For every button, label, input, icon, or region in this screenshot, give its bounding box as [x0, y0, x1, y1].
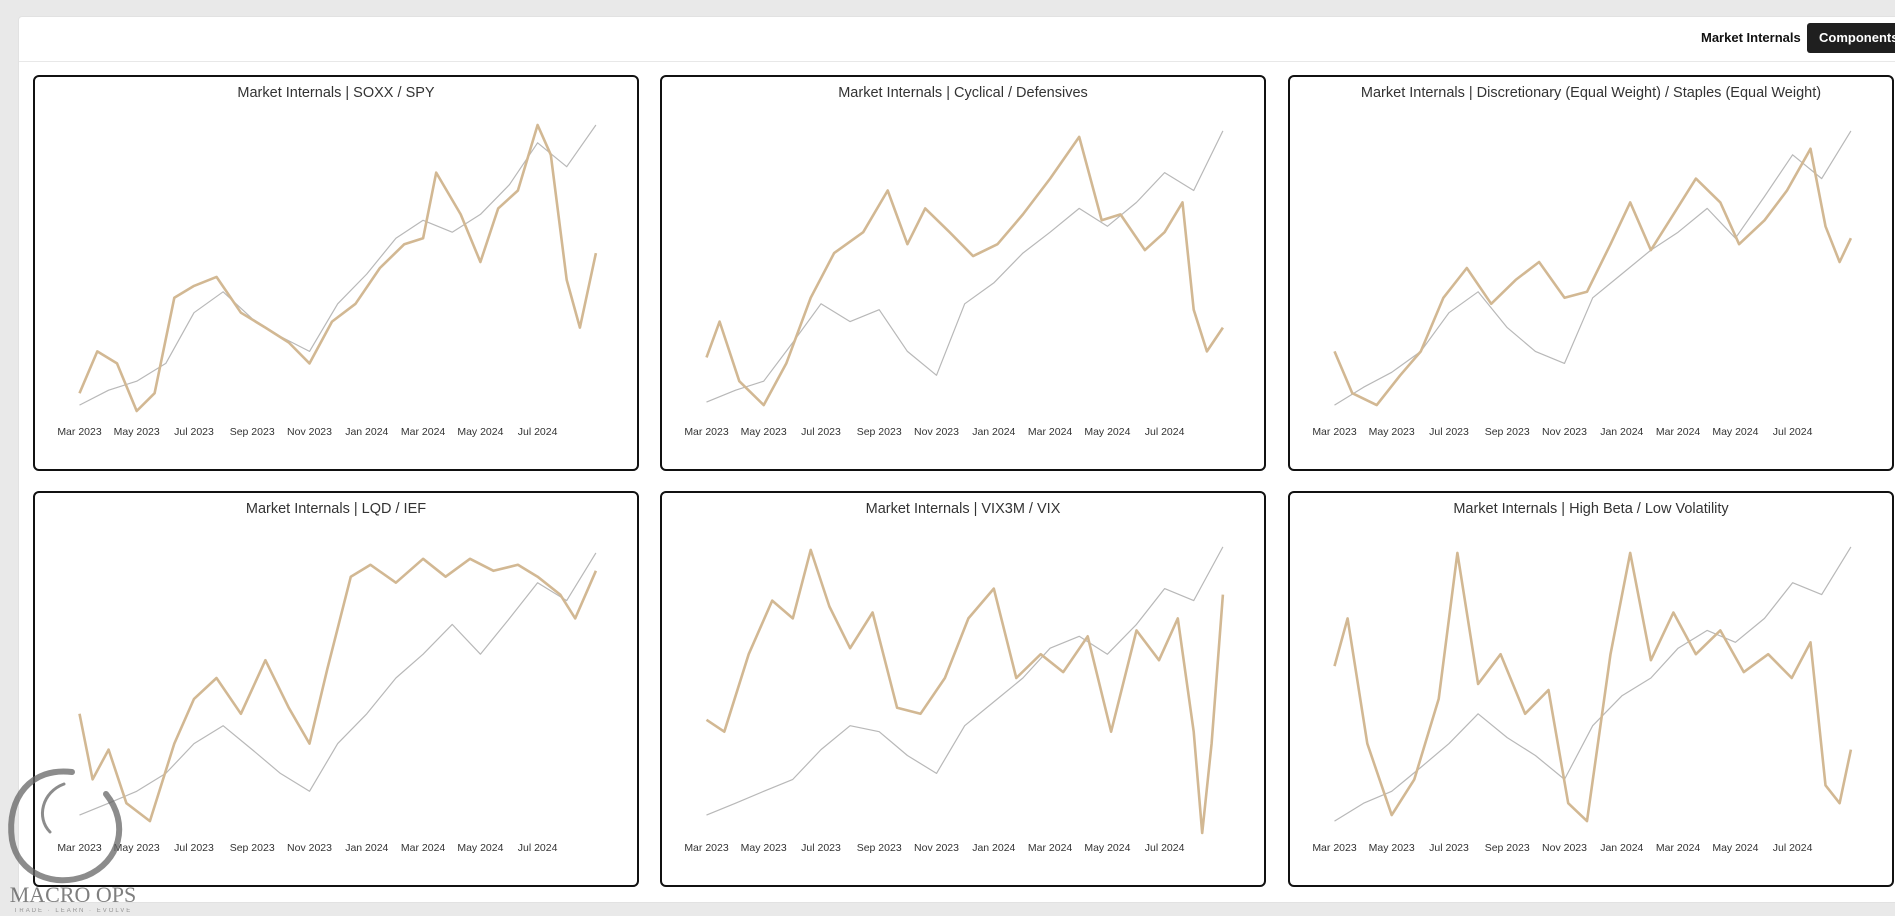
line-chart: Mar 2023 May 2023 Jul 2023 Sep 2023 Nov 2023… — [1312, 546, 1853, 854]
x-tick-label: Jan 2024 — [1600, 842, 1643, 854]
comparison-series-line — [706, 130, 1224, 403]
x-tick-label: Jul 2023 — [1429, 842, 1469, 854]
chart-title: Market Internals | SOXX / SPY — [237, 85, 435, 101]
x-tick-label: Jul 2024 — [1145, 426, 1185, 438]
x-tick-label: Jul 2024 — [518, 426, 558, 438]
chart-title: Market Internals | VIX3M / VIX — [865, 501, 1061, 517]
line-chart: Mar 2023 May 2023 Jul 2023 Sep 2023 Nov 2023… — [1312, 130, 1853, 438]
tab-market-internals[interactable]: Market Internals — [1701, 30, 1801, 45]
x-tick-label: Nov 2023 — [287, 426, 332, 438]
x-tick-label: Jul 2024 — [1773, 842, 1813, 854]
line-chart: Mar 2023 May 2023 Jul 2023 Sep 2023 Nov 2023… — [684, 546, 1225, 854]
x-tick-label: May 2024 — [1084, 426, 1130, 438]
x-tick-label: Jan 2024 — [972, 842, 1015, 854]
chart-panel: Market Internals | LQD / IEF Mar 2023 May … — [33, 491, 639, 887]
chart-panel: Market Internals | High Beta / Low Volat… — [1288, 491, 1894, 887]
x-tick-label: Mar 2024 — [1028, 842, 1073, 854]
chart-panel: Market Internals | VIX3M / VIX Mar 2023 Ma… — [660, 491, 1266, 887]
primary-series-line — [1333, 147, 1853, 407]
primary-series-line — [1333, 551, 1853, 823]
x-tick-label: Mar 2024 — [1028, 426, 1073, 438]
x-tick-label: Mar 2024 — [1656, 426, 1701, 438]
x-tick-label: Sep 2023 — [1485, 842, 1530, 854]
x-tick-label: Jan 2024 — [1600, 426, 1643, 438]
x-tick-label: Mar 2023 — [57, 426, 102, 438]
x-tick-label: Mar 2024 — [401, 842, 446, 854]
x-tick-label: Jan 2024 — [345, 426, 388, 438]
x-tick-label: May 2023 — [1369, 426, 1415, 438]
x-tick-label: Sep 2023 — [857, 842, 902, 854]
x-tick-label: Jul 2024 — [518, 842, 558, 854]
chart-title: Market Internals | LQD / IEF — [245, 501, 427, 517]
x-tick-label: Nov 2023 — [287, 842, 332, 854]
x-tick-label: Mar 2023 — [57, 842, 102, 854]
chart-title: Market Internals | High Beta / Low Volat… — [1453, 501, 1729, 517]
line-chart: Mar 2023 May 2023 Jul 2023 Sep 2023 Nov 2023… — [684, 130, 1224, 438]
comparison-series-line — [1334, 130, 1852, 406]
x-tick-label: Jul 2023 — [174, 426, 214, 438]
primary-series-line — [705, 548, 1225, 835]
x-tick-label: Nov 2023 — [914, 842, 959, 854]
x-tick-label: Mar 2023 — [684, 426, 729, 438]
x-tick-label: May 2024 — [457, 426, 503, 438]
x-tick-label: Mar 2024 — [401, 426, 446, 438]
comparison-series-line — [79, 552, 597, 816]
x-tick-label: Nov 2023 — [1542, 426, 1587, 438]
x-tick-label: May 2023 — [741, 842, 787, 854]
x-tick-label: Mar 2024 — [1656, 842, 1701, 854]
comparison-series-line — [706, 546, 1224, 816]
x-tick-label: Jul 2023 — [801, 426, 841, 438]
x-tick-label: Nov 2023 — [1542, 842, 1587, 854]
primary-series-line — [78, 557, 598, 823]
x-tick-label: May 2023 — [1369, 842, 1415, 854]
primary-series-line — [705, 135, 1224, 407]
chart-title: Market Internals | Discretionary (Equal … — [1360, 85, 1822, 101]
chart-panel: Market Internals | Discretionary (Equal … — [1288, 75, 1894, 471]
tab-components[interactable]: Components — [1807, 23, 1895, 53]
x-tick-label: May 2024 — [1712, 842, 1758, 854]
x-tick-label: May 2023 — [741, 426, 787, 438]
x-tick-label: Jul 2023 — [1429, 426, 1469, 438]
x-tick-label: Sep 2023 — [230, 842, 275, 854]
primary-series-line — [78, 123, 598, 413]
x-tick-label: May 2024 — [1084, 842, 1130, 854]
x-tick-label: Jul 2024 — [1145, 842, 1185, 854]
x-tick-label: Jul 2023 — [174, 842, 214, 854]
logo-tagline: TRADE · LEARN · EVOLVE — [14, 908, 133, 914]
x-tick-label: Mar 2023 — [1312, 842, 1357, 854]
tab-bar: Market Internals Components — [19, 17, 1895, 62]
line-chart: Mar 2023 May 2023 Jul 2023 Sep 2023 Nov 2023… — [57, 552, 598, 854]
x-tick-label: May 2024 — [1712, 426, 1758, 438]
x-tick-label: May 2024 — [457, 842, 503, 854]
chart-panel: Market Internals | Cyclical / Defensives… — [660, 75, 1266, 471]
x-tick-label: May 2023 — [114, 426, 160, 438]
x-tick-label: Sep 2023 — [857, 426, 902, 438]
comparison-series-line — [79, 124, 597, 406]
macro-ops-logo: MACRO OPS TRADE · LEARN · EVOLVE — [8, 768, 137, 914]
x-tick-label: Sep 2023 — [230, 426, 275, 438]
logo-text: MACRO OPS — [10, 882, 137, 907]
x-tick-label: Jul 2023 — [801, 842, 841, 854]
x-tick-label: Jan 2024 — [345, 842, 388, 854]
x-tick-label: Mar 2023 — [1312, 426, 1357, 438]
x-tick-label: Mar 2023 — [684, 842, 729, 854]
x-tick-label: Jan 2024 — [972, 426, 1015, 438]
chart-panel: Market Internals | SOXX / SPY Mar 2023 May… — [33, 75, 639, 471]
x-tick-label: May 2023 — [114, 842, 160, 854]
x-tick-label: Sep 2023 — [1485, 426, 1530, 438]
x-tick-label: Jul 2024 — [1773, 426, 1813, 438]
x-tick-label: Nov 2023 — [914, 426, 959, 438]
line-chart: Mar 2023 May 2023 Jul 2023 Sep 2023 Nov 2023… — [57, 123, 598, 438]
chart-title: Market Internals | Cyclical / Defensives — [838, 85, 1088, 101]
